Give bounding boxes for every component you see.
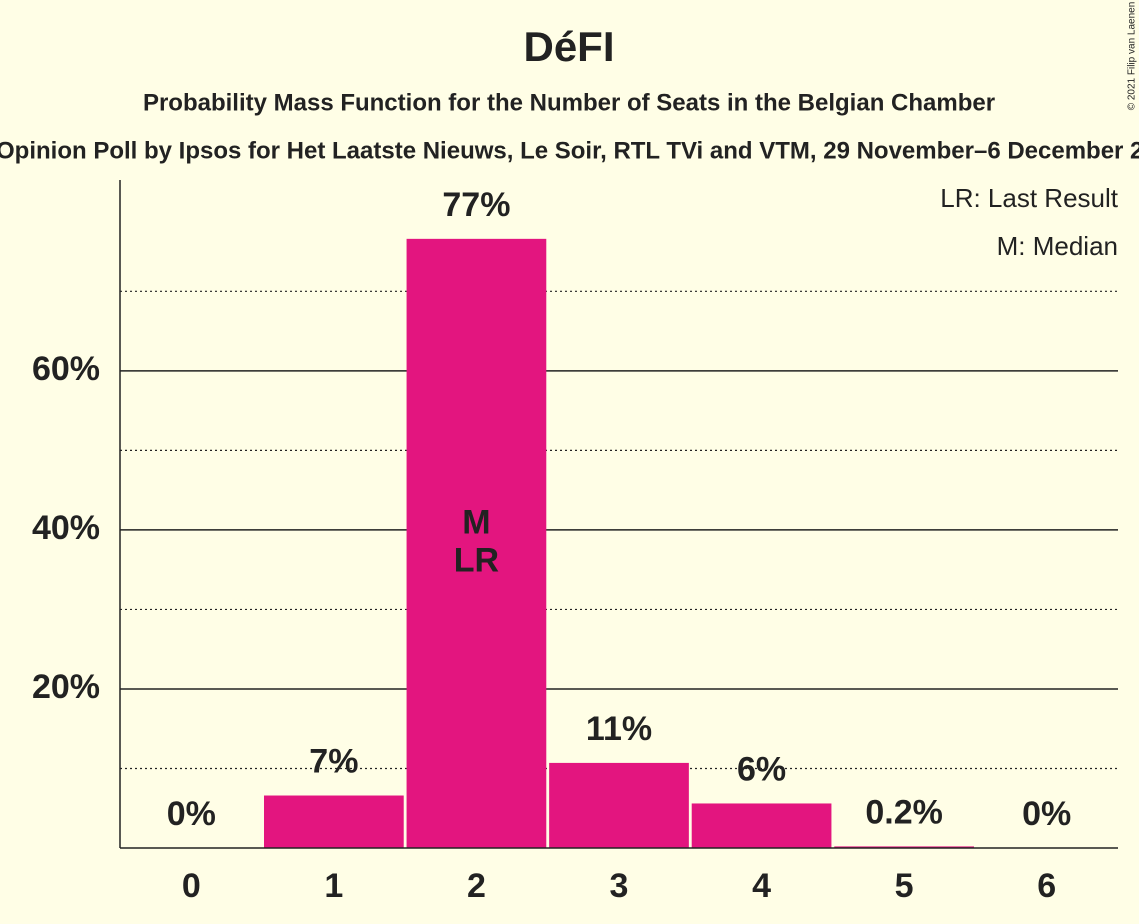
x-tick-label: 5 [895, 867, 914, 905]
x-tick-label: 2 [467, 867, 486, 905]
value-label: 11% [586, 710, 652, 748]
bar-annotation: LR [454, 541, 499, 579]
legend-entry: LR: Last Result [940, 183, 1119, 213]
value-label: 77% [442, 186, 510, 224]
x-tick-label: 6 [1037, 867, 1056, 905]
chart-title: DéFI [523, 23, 614, 70]
x-tick-label: 0 [182, 867, 201, 905]
bar [263, 795, 404, 848]
value-label: 7% [309, 742, 358, 780]
legend-entry: M: Median [997, 231, 1118, 261]
bar-annotation: M [462, 503, 490, 541]
x-tick-label: 4 [752, 867, 771, 905]
y-tick-label: 60% [32, 350, 100, 388]
y-tick-label: 20% [32, 668, 100, 706]
y-tick-label: 40% [32, 509, 100, 547]
bar [834, 846, 975, 848]
x-tick-label: 3 [610, 867, 629, 905]
bar [549, 762, 689, 848]
x-tick-label: 1 [324, 867, 343, 905]
chart-caption: Opinion Poll by Ipsos for Het Laatste Ni… [0, 137, 1139, 164]
value-label: 6% [737, 750, 786, 788]
value-label: 0.2% [865, 793, 943, 831]
bar [691, 803, 832, 848]
copyright: © 2021 Filip van Laenen [1127, 2, 1138, 111]
bar [406, 238, 547, 848]
value-label: 0% [167, 795, 216, 833]
value-label: 0% [1022, 795, 1071, 833]
chart-subtitle: Probability Mass Function for the Number… [143, 89, 995, 116]
